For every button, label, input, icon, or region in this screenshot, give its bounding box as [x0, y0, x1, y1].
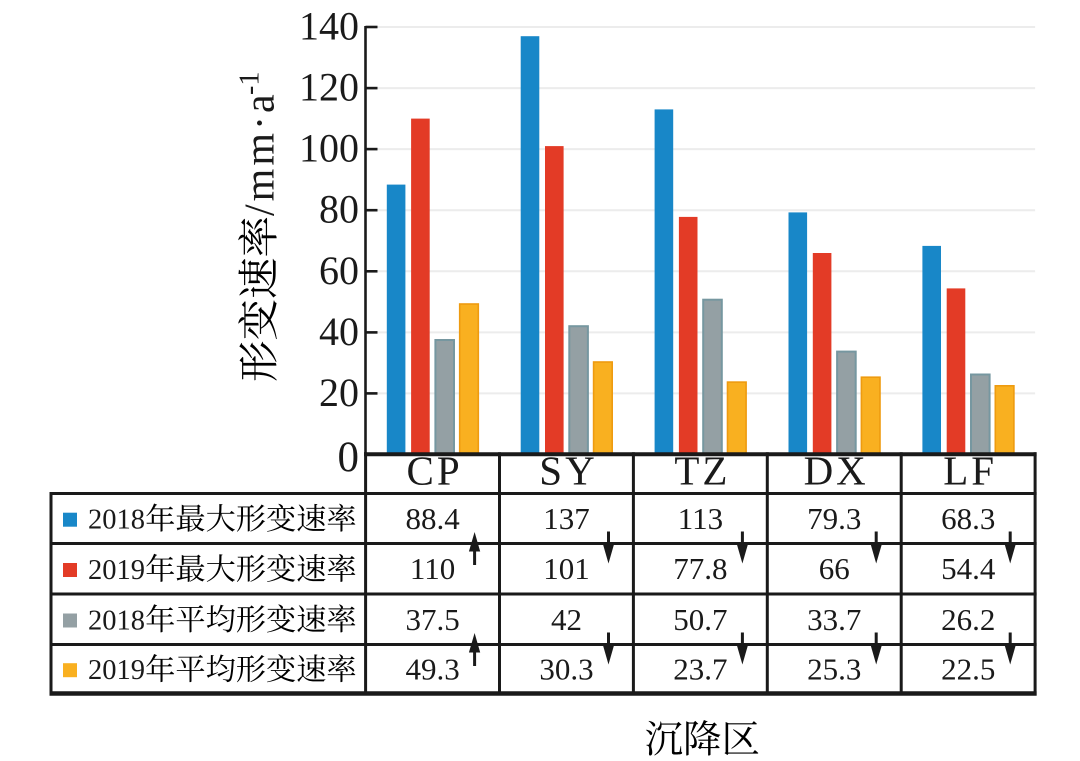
svg-text:20: 20: [319, 370, 359, 415]
svg-text:66: 66: [819, 551, 850, 586]
svg-text:30.3: 30.3: [539, 652, 593, 687]
svg-text:22.5: 22.5: [941, 652, 995, 687]
svg-text:79.3: 79.3: [807, 501, 861, 536]
svg-text:2019: 2019: [88, 555, 145, 586]
svg-text:88.4: 88.4: [405, 501, 460, 536]
svg-text:26.2: 26.2: [941, 602, 995, 637]
svg-text:2018: 2018: [88, 606, 145, 637]
svg-text:2018: 2018: [88, 505, 145, 536]
svg-text:/mm·a: /mm·a: [237, 91, 283, 216]
svg-text:49.3: 49.3: [405, 652, 459, 687]
svg-text:54.4: 54.4: [941, 551, 996, 586]
svg-text:68.3: 68.3: [941, 501, 995, 536]
svg-text:110: 110: [410, 551, 455, 586]
svg-text:60: 60: [319, 248, 359, 293]
svg-text:DX: DX: [804, 448, 869, 494]
svg-text:37.5: 37.5: [405, 602, 459, 637]
svg-text:-1: -1: [234, 72, 265, 95]
svg-text:CP: CP: [407, 448, 463, 494]
svg-text:25.3: 25.3: [807, 652, 861, 687]
svg-text:50.7: 50.7: [673, 602, 727, 637]
svg-text:101: 101: [543, 551, 590, 586]
svg-text:137: 137: [543, 501, 590, 536]
svg-text:33.7: 33.7: [807, 602, 861, 637]
svg-text:77.8: 77.8: [673, 551, 727, 586]
svg-text:2019: 2019: [88, 655, 145, 686]
svg-text:120: 120: [299, 65, 359, 110]
svg-text:LF: LF: [943, 448, 997, 494]
svg-text:140: 140: [299, 4, 359, 49]
svg-text:42: 42: [551, 602, 582, 637]
svg-text:SY: SY: [539, 448, 597, 494]
svg-text:40: 40: [319, 309, 359, 354]
svg-text:0: 0: [338, 434, 360, 481]
svg-text:TZ: TZ: [674, 448, 730, 494]
svg-text:113: 113: [678, 501, 723, 536]
svg-text:100: 100: [299, 126, 359, 171]
svg-text:23.7: 23.7: [673, 652, 727, 687]
svg-text:80: 80: [319, 187, 359, 232]
